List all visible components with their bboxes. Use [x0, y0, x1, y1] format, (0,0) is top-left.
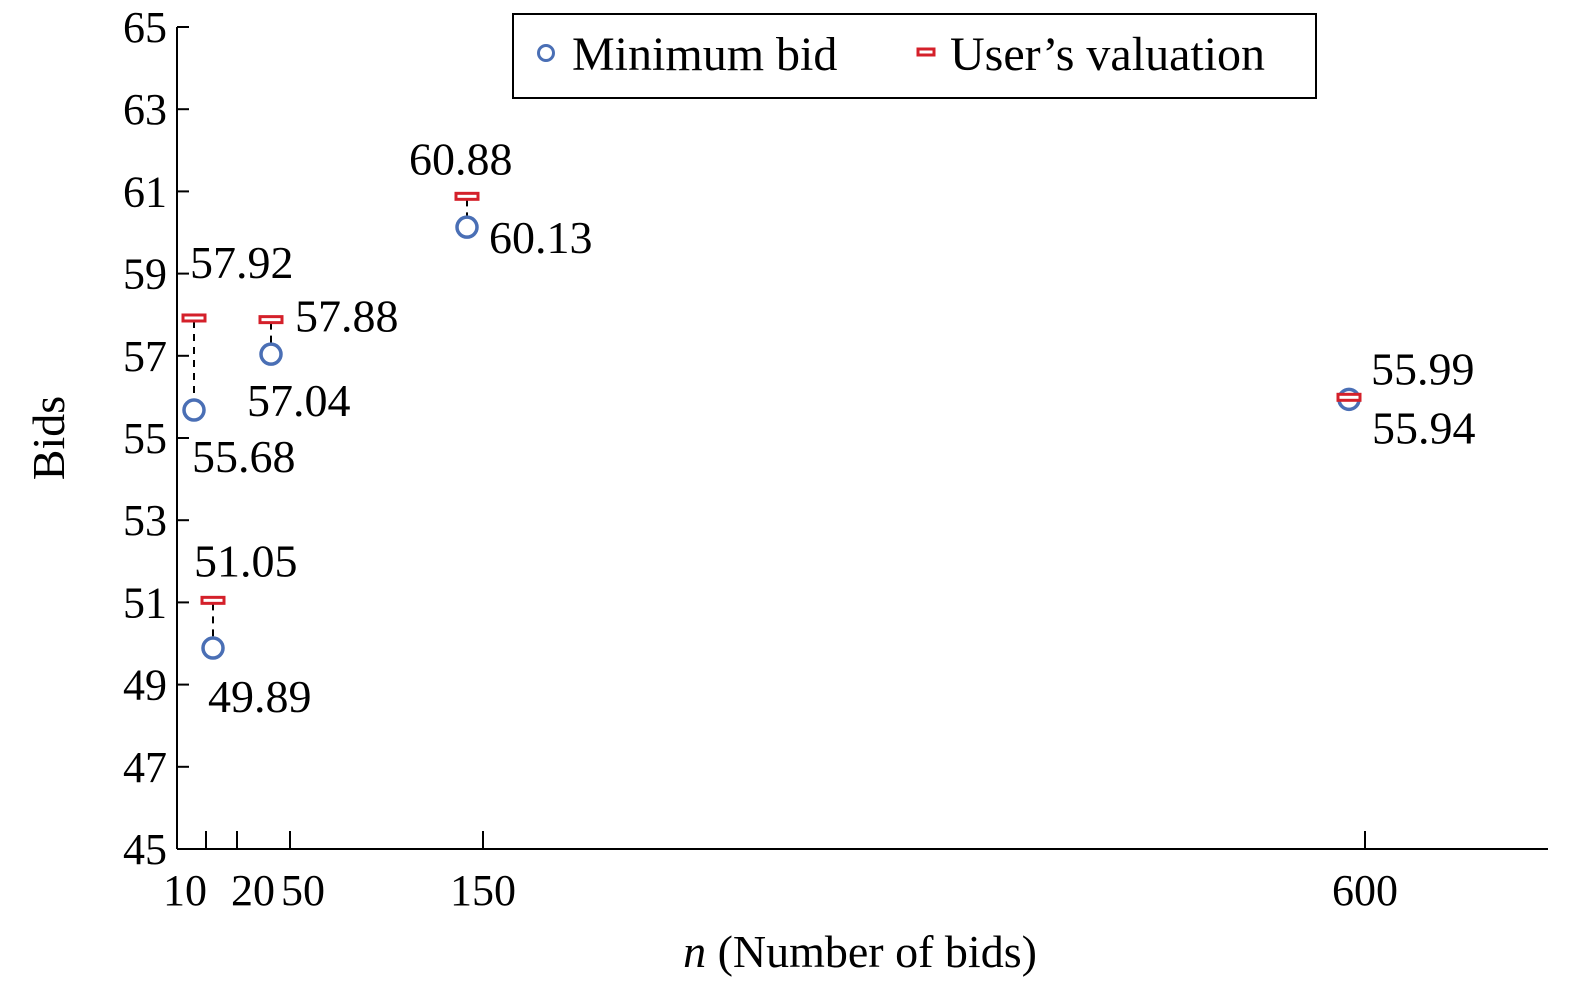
valuation-point — [258, 315, 284, 325]
valuation-point — [181, 313, 207, 323]
y-tick-label: 45 — [123, 825, 167, 874]
valuation-label: 57.88 — [295, 291, 399, 342]
minimum-bid-point — [455, 215, 479, 239]
minimum-bid-point — [201, 636, 225, 660]
legend-marker-minimum-bid — [537, 44, 555, 62]
minimum-bid-label: 60.13 — [489, 212, 593, 263]
valuation-point — [454, 191, 480, 201]
legend-label-valuation: User’s valuation — [950, 28, 1265, 81]
minimum-bid-label: 49.89 — [208, 671, 312, 722]
valuation-label: 55.99 — [1371, 343, 1475, 394]
data-marks: 55.68 57.92 49.89 51.05 57.04 57.88 60.13 60.88… — [181, 133, 1476, 722]
minimum-bid-label: 55.94 — [1372, 402, 1476, 453]
valuation-point — [1336, 392, 1362, 402]
valuation-point — [200, 595, 226, 605]
legend-marker-valuation — [916, 47, 936, 57]
x-axis-title-rest: (Number of bids) — [706, 926, 1037, 977]
x-tick-label: 20 — [231, 866, 275, 915]
x-axis-variable: n — [683, 926, 706, 977]
minimum-bid-point — [182, 398, 206, 422]
x-tick-label: 10 — [163, 866, 207, 915]
x-axis-title: n (Number of bids) — [683, 926, 1037, 977]
y-tick-label: 51 — [123, 578, 167, 627]
valuation-label: 51.05 — [194, 535, 298, 586]
minimum-bid-label: 57.04 — [247, 375, 351, 426]
x-tick-label: 600 — [1332, 866, 1398, 915]
y-tick-label: 53 — [123, 496, 167, 545]
legend-box — [512, 13, 1317, 99]
y-tick-label: 47 — [123, 743, 167, 792]
valuation-label: 57.92 — [190, 237, 294, 288]
y-axis-title: Bids — [23, 396, 74, 480]
legend-label-minimum-bid: Minimum bid — [572, 28, 837, 81]
minimum-bid-label: 55.68 — [192, 431, 296, 482]
minimum-bid-point — [259, 342, 283, 366]
y-tick-label: 61 — [123, 167, 167, 216]
x-tick-label: 50 — [281, 866, 325, 915]
y-axis-ticks: 45 47 49 51 53 55 57 59 61 63 65 — [123, 3, 189, 874]
y-tick-label: 49 — [123, 661, 167, 710]
x-axis-ticks: 10 20 50 150 600 — [163, 831, 1398, 915]
y-tick-label: 55 — [123, 414, 167, 463]
x-tick-label: 150 — [450, 866, 516, 915]
y-tick-label: 57 — [123, 332, 167, 381]
legend: Minimum bid User’s valuation — [512, 13, 1317, 99]
valuation-label: 60.88 — [409, 133, 513, 184]
y-tick-label: 59 — [123, 250, 167, 299]
y-tick-label: 65 — [123, 3, 167, 52]
y-tick-label: 63 — [123, 85, 167, 134]
